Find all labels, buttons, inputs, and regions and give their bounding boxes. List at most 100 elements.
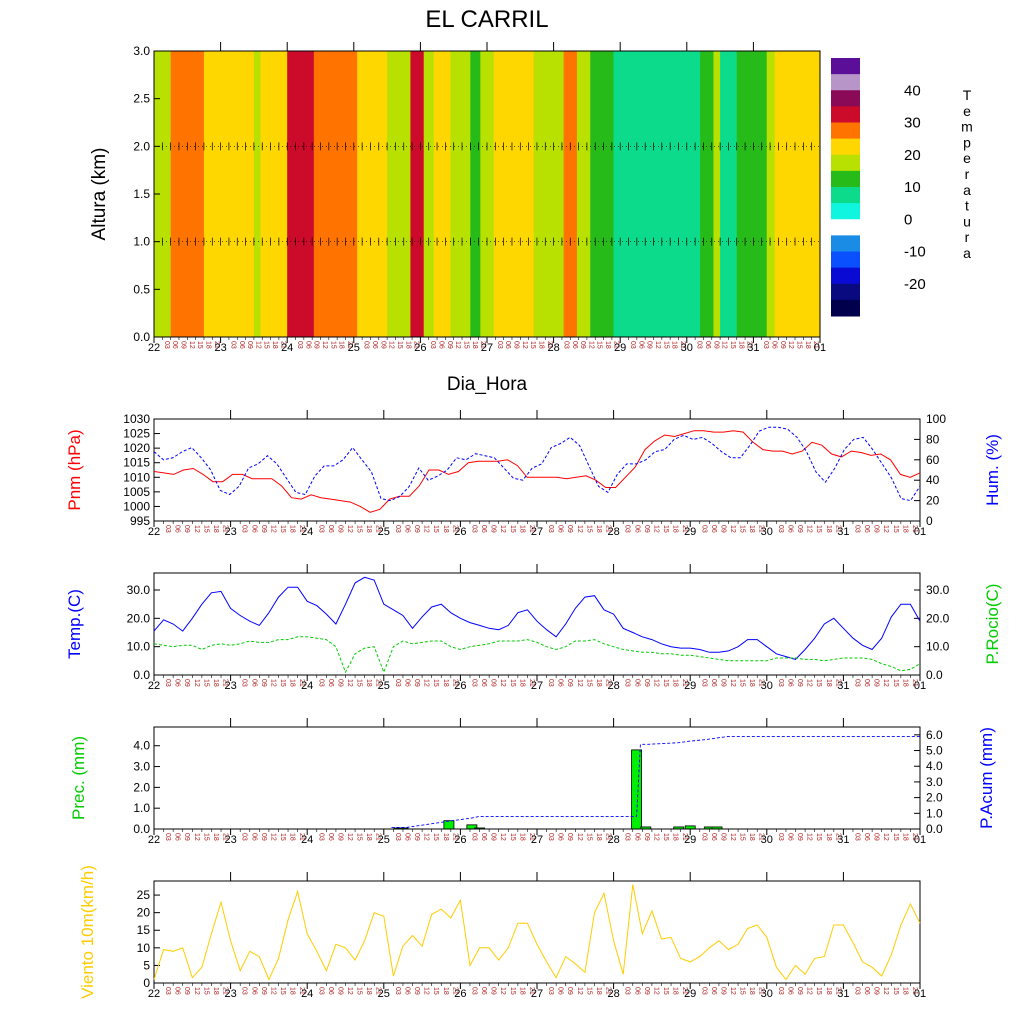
hour-tick-label: 15 <box>796 341 803 349</box>
hour-tick-label: 12 <box>576 679 583 687</box>
right-y-tick-label: 30.0 <box>926 583 950 597</box>
hour-tick-label: 12 <box>188 341 195 349</box>
day-tick-label: 01 <box>814 342 826 354</box>
hour-tick-label: 15 <box>432 987 439 995</box>
hour-tick-label: 06 <box>327 833 334 841</box>
hour-tick-label: 03 <box>470 833 477 841</box>
hour-tick-label: 15 <box>596 341 603 349</box>
hour-tick-label: 12 <box>499 679 506 687</box>
colorbar-swatch <box>831 106 860 123</box>
colorbar-swatch <box>831 154 860 172</box>
hour-tick-label: 12 <box>388 341 395 349</box>
temperature-band <box>576 51 591 337</box>
hour-tick-label: 06 <box>557 525 564 533</box>
hour-tick-label: 18 <box>804 341 811 349</box>
day-tick-label: 25 <box>378 834 390 846</box>
hour-tick-label: 15 <box>509 679 516 687</box>
temperature-band <box>450 51 471 337</box>
hour-tick-label: 03 <box>777 987 784 995</box>
hour-tick-label: 03 <box>700 525 707 533</box>
right-y-tick-label: 6.0 <box>926 728 943 742</box>
hour-tick-label: 21 <box>451 833 458 841</box>
left-y-tick-label: 1.0 <box>133 235 150 249</box>
hour-tick-label: 09 <box>183 987 190 995</box>
hour-tick-label: 12 <box>729 987 736 995</box>
hour-tick-label: 03 <box>777 679 784 687</box>
left-y-tick-label: 3.0 <box>133 760 150 774</box>
right-y-tick-label: 80 <box>926 432 940 446</box>
day-tick-label: 22 <box>148 988 160 1000</box>
day-tick-label: 29 <box>684 834 696 846</box>
temperature-band <box>736 51 768 337</box>
hour-tick-label: 21 <box>298 833 305 841</box>
hour-tick-label: 18 <box>604 341 611 349</box>
left-y-tick-label: 1.5 <box>133 187 150 201</box>
day-tick-label: 01 <box>914 526 926 538</box>
hour-tick-label: 03 <box>629 341 636 349</box>
hour-tick-label: 09 <box>413 525 420 533</box>
colorbar-swatch <box>831 251 860 269</box>
hour-tick-label: 03 <box>317 833 324 841</box>
hour-tick-label: 15 <box>202 679 209 687</box>
hour-tick-label: 12 <box>269 679 276 687</box>
left-y-tick-label: 1015 <box>123 456 150 470</box>
temperature-band <box>533 51 565 337</box>
hour-tick-label: 18 <box>748 833 755 841</box>
hour-tick-label: 06 <box>710 987 717 995</box>
hour-tick-label: 03 <box>241 833 248 841</box>
hour-tick-label: 09 <box>873 525 880 533</box>
hour-tick-label: 21 <box>528 525 535 533</box>
day-tick-label: 27 <box>531 988 543 1000</box>
hour-tick-label: 06 <box>786 833 793 841</box>
hour-tick-label: 06 <box>174 833 181 841</box>
hour-tick-label: 12 <box>576 987 583 995</box>
hour-tick-label: 06 <box>633 987 640 995</box>
temperature-band <box>786 51 821 337</box>
left-y-tick-label: 20.0 <box>127 611 151 625</box>
colorbar-swatch <box>831 203 860 220</box>
right-y-tick-label: 10.0 <box>926 640 950 654</box>
hour-tick-label: 03 <box>624 833 631 841</box>
temperature-band <box>613 51 701 337</box>
hour-tick-label: 09 <box>490 525 497 533</box>
hour-tick-label: 15 <box>892 525 899 533</box>
hour-tick-label: 03 <box>700 987 707 995</box>
hour-tick-label: 21 <box>298 987 305 995</box>
hour-tick-label: 21 <box>346 341 353 349</box>
day-tick-label: 24 <box>301 834 313 846</box>
hour-tick-label: 21 <box>375 525 382 533</box>
hour-tick-label: 15 <box>815 525 822 533</box>
hour-tick-label: 06 <box>327 987 334 995</box>
hour-tick-label: 06 <box>863 833 870 841</box>
temperature-band <box>423 51 435 337</box>
hour-tick-label: 15 <box>509 987 516 995</box>
hour-tick-label: 12 <box>193 679 200 687</box>
hour-tick-label: 18 <box>748 679 755 687</box>
day-tick-label: 26 <box>454 834 466 846</box>
colorbar-swatch <box>831 138 860 156</box>
left-y-tick-label: 1025 <box>123 427 150 441</box>
temperature-band <box>493 51 535 337</box>
hour-tick-label: 03 <box>624 525 631 533</box>
day-tick-label: 29 <box>684 526 696 538</box>
hour-tick-label: 06 <box>327 525 334 533</box>
hour-tick-label: 03 <box>164 833 171 841</box>
day-tick-label: 25 <box>378 526 390 538</box>
hour-tick-label: 03 <box>853 525 860 533</box>
hour-tick-label: 18 <box>365 987 372 995</box>
left-y-tick-label: 1.0 <box>133 801 150 815</box>
hour-tick-label: 21 <box>213 341 220 349</box>
hour-tick-label: 18 <box>671 341 678 349</box>
hour-tick-label: 12 <box>346 833 353 841</box>
hour-tick-label: 21 <box>911 833 918 841</box>
y-axis-title: Pnm (hPa) <box>65 429 84 510</box>
colorbar-title-letter: t <box>965 198 969 214</box>
day-tick-label: 22 <box>148 680 160 692</box>
hour-tick-label: 06 <box>710 833 717 841</box>
hour-tick-label: 03 <box>700 679 707 687</box>
hour-tick-label: 09 <box>796 525 803 533</box>
hour-tick-label: 09 <box>413 833 420 841</box>
left-y-tick-label: 2.0 <box>133 139 150 153</box>
hour-tick-label: 09 <box>260 525 267 533</box>
